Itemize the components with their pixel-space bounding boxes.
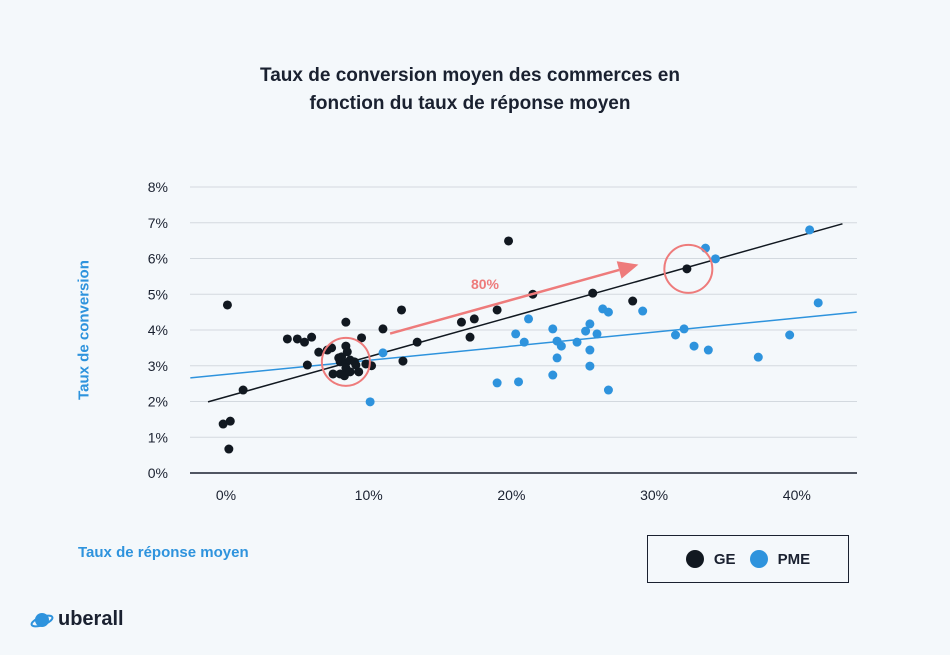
- x-tick-label: 20%: [497, 487, 525, 503]
- data-point-pme: [492, 378, 502, 388]
- data-point-ge: [307, 332, 317, 342]
- data-point-ge: [351, 360, 361, 370]
- data-point-ge: [299, 337, 309, 347]
- data-point-ge: [238, 385, 248, 395]
- data-point-ge: [292, 334, 302, 344]
- data-point-ge: [314, 347, 324, 357]
- y-tick-label: 4%: [148, 322, 168, 338]
- x-tick-label: 0%: [216, 487, 236, 503]
- title-line-2: fonction du taux de réponse moyen: [309, 93, 631, 114]
- uberall-logo: uberall: [30, 608, 124, 631]
- data-point-pme: [703, 345, 713, 355]
- planet-icon: [30, 612, 54, 627]
- data-point-pme: [552, 353, 562, 363]
- data-point-ge: [492, 305, 502, 315]
- data-point-pme: [638, 306, 648, 316]
- y-tick-label: 7%: [148, 215, 168, 231]
- data-point-ge: [342, 347, 352, 357]
- data-point-pme: [592, 329, 602, 339]
- data-point-pme: [378, 348, 388, 358]
- legend-item-pme: PME: [749, 550, 811, 568]
- data-point-pme: [572, 337, 582, 347]
- y-tick-label: 6%: [148, 251, 168, 267]
- data-point-pme: [581, 326, 591, 336]
- data-point-pme: [805, 225, 815, 235]
- data-point-pme: [710, 254, 720, 264]
- arrow-head-icon: [616, 261, 639, 279]
- data-point-pme: [689, 341, 699, 351]
- y-tick-label: 3%: [148, 358, 168, 374]
- highlight-circle: [663, 243, 714, 294]
- legend-marker-pme: [749, 550, 768, 568]
- data-point-pme: [679, 324, 689, 334]
- x-tick-label: 30%: [640, 487, 668, 503]
- x-tick-label: 40%: [783, 487, 811, 503]
- data-point-ge: [218, 419, 228, 429]
- data-point-pme: [603, 385, 613, 395]
- data-point-pme: [603, 307, 613, 317]
- data-point-ge: [588, 288, 598, 298]
- data-point-ge: [378, 324, 388, 334]
- data-point-pme: [511, 329, 521, 339]
- data-point-ge: [357, 333, 367, 343]
- data-point-pme: [753, 352, 763, 362]
- data-point-pme: [365, 397, 375, 407]
- data-point-ge: [282, 334, 292, 344]
- data-point-pme: [585, 361, 595, 371]
- data-point-pme: [671, 330, 681, 340]
- data-point-pme: [585, 345, 595, 355]
- highlight-circle: [320, 336, 371, 387]
- data-point-ge: [456, 317, 466, 327]
- legend-marker-ge: [685, 550, 704, 568]
- legend-item-ge: GE: [685, 550, 736, 568]
- data-point-ge: [224, 444, 234, 454]
- x-axis-label: Taux de réponse moyen: [78, 544, 249, 561]
- data-point-ge: [222, 300, 232, 310]
- trendline-ge: [207, 223, 843, 403]
- data-point-ge: [302, 360, 312, 370]
- legend-label-pme: PME: [777, 550, 811, 568]
- arrow-label: 80%: [471, 276, 500, 292]
- data-point-pme: [785, 330, 795, 340]
- y-tick-label: 1%: [148, 429, 168, 445]
- data-point-ge: [354, 367, 364, 377]
- data-point-pme: [556, 341, 566, 351]
- data-point-ge: [397, 305, 407, 315]
- data-point-pme: [548, 324, 558, 334]
- x-tick-label: 10%: [355, 487, 383, 503]
- y-tick-label: 5%: [148, 286, 168, 302]
- title-line-1: Taux de conversion moyen des commerces e…: [260, 65, 680, 86]
- data-point-ge: [465, 332, 475, 342]
- y-axis-label: Taux de conversion: [75, 260, 93, 400]
- y-tick-label: 8%: [148, 179, 168, 195]
- trend-arrow: [389, 268, 620, 335]
- data-point-ge: [398, 356, 408, 366]
- data-point-ge: [341, 317, 351, 327]
- y-tick-label: 2%: [148, 394, 168, 410]
- data-point-ge: [504, 236, 514, 246]
- data-point-pme: [519, 337, 529, 347]
- data-point-pme: [548, 370, 558, 380]
- data-point-ge: [328, 369, 338, 379]
- legend-label-ge: GE: [713, 550, 736, 568]
- legend: GE PME: [647, 535, 849, 583]
- data-point-ge: [345, 367, 355, 377]
- y-tick-label: 0%: [148, 465, 168, 481]
- brand-name: uberall: [58, 608, 124, 630]
- data-point-ge: [225, 416, 235, 426]
- data-point-pme: [514, 377, 524, 387]
- data-point-pme: [585, 319, 595, 329]
- data-point-ge: [682, 264, 692, 274]
- data-point-ge: [412, 337, 422, 347]
- data-point-pme: [524, 314, 534, 324]
- chart-title: Taux de conversion moyen des commerces e…: [200, 62, 740, 118]
- data-point-ge: [469, 314, 479, 324]
- data-point-ge: [628, 296, 638, 306]
- data-point-pme: [813, 298, 823, 308]
